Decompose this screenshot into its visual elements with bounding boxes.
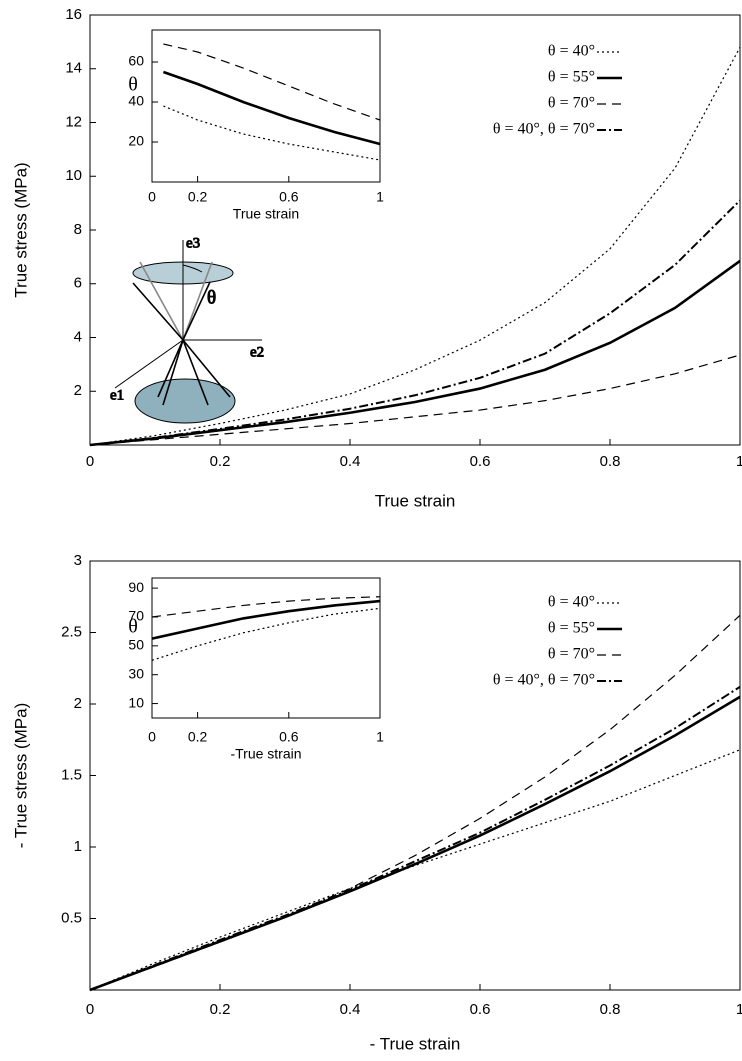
data-line xyxy=(151,607,381,661)
x-axis-label: True strain xyxy=(375,491,456,510)
y-tick-label: 2 xyxy=(74,382,82,399)
y-tick-label: 2.5 xyxy=(61,623,82,640)
legend-label: θ = 55° xyxy=(548,69,595,86)
data-line xyxy=(89,199,741,446)
y-tick-label: 60 xyxy=(128,53,144,69)
x-tick-label: 0.2 xyxy=(210,1001,231,1018)
y-tick-label: 3 xyxy=(74,552,82,569)
y-tick-label: 16 xyxy=(65,6,82,23)
data-line xyxy=(162,70,381,146)
x-tick-label: 0 xyxy=(148,729,156,745)
annotation: θ xyxy=(207,287,216,308)
data-line xyxy=(89,685,741,991)
annotation: e3 xyxy=(186,235,200,251)
y-tick-label: 20 xyxy=(128,133,144,149)
legend-label: θ = 40°, θ = 70° xyxy=(493,121,595,138)
y-tick-label: 90 xyxy=(128,579,144,595)
y-tick-label: 1 xyxy=(74,838,82,855)
y-tick-label: 70 xyxy=(128,608,144,624)
x-axis-label: - True strain xyxy=(370,1034,461,1053)
y-tick-label: 12 xyxy=(65,113,82,130)
y-tick-label: 40 xyxy=(128,93,144,109)
annotation: e1 xyxy=(110,387,124,403)
x-tick-label: 0.6 xyxy=(470,1001,491,1018)
data-line xyxy=(163,43,381,121)
y-axis-label: θ xyxy=(128,616,138,638)
x-tick-label: 0.8 xyxy=(600,1001,621,1018)
x-axis-label: True strain xyxy=(233,206,299,222)
x-tick-label: 0 xyxy=(148,189,156,205)
annotation: e2 xyxy=(250,344,264,360)
x-tick-label: 0.8 xyxy=(600,453,621,470)
x-tick-label: 0 xyxy=(86,1001,94,1018)
y-tick-label: 50 xyxy=(128,637,144,653)
y-tick-label: 8 xyxy=(74,221,82,238)
x-tick-label: 1 xyxy=(736,453,742,470)
y-axis-label: True stress (MPa) xyxy=(11,162,30,297)
data-line xyxy=(89,354,741,446)
legend-label: θ = 40° xyxy=(548,43,595,60)
y-tick-label: 14 xyxy=(65,60,82,77)
x-tick-label: 0.4 xyxy=(340,1001,361,1018)
x-tick-label: 0.4 xyxy=(340,453,361,470)
x-tick-label: 0 xyxy=(86,453,94,470)
bottom-disc xyxy=(134,378,236,424)
data-line xyxy=(89,749,741,991)
y-axis-label: - True stress (MPa) xyxy=(11,703,30,848)
y-tick-label: 10 xyxy=(128,694,144,710)
x-tick-label: 1 xyxy=(736,1001,742,1018)
arrows xyxy=(132,261,231,406)
data-line xyxy=(89,259,741,447)
x-tick-label: 0.2 xyxy=(210,453,231,470)
y-tick-label: 10 xyxy=(65,167,82,184)
x-tick-label: 1 xyxy=(376,189,384,205)
x-tick-label: 0.2 xyxy=(188,729,208,745)
data-line xyxy=(163,105,381,161)
y-axis-label: θ xyxy=(128,74,138,96)
y-tick-label: 2 xyxy=(74,695,82,712)
y-tick-label: 30 xyxy=(128,665,144,681)
y-tick-label: 4 xyxy=(74,328,82,345)
legend-label: θ = 40°, θ = 70° xyxy=(493,672,595,689)
y-tick-label: 1.5 xyxy=(61,766,82,783)
legend-label: θ = 40° xyxy=(548,594,595,611)
x-axis-label: -True strain xyxy=(230,746,301,762)
y-tick-label: 6 xyxy=(74,275,82,292)
x-tick-label: 0.6 xyxy=(279,729,299,745)
legend-label: θ = 70° xyxy=(548,95,595,112)
x-tick-label: 0.2 xyxy=(188,189,208,205)
plot-frame xyxy=(151,29,381,183)
data-line xyxy=(89,695,741,992)
y-tick-label: 0.5 xyxy=(61,909,82,926)
vector-diagram: e3 e2 e1 θ xyxy=(110,235,265,424)
x-tick-label: 0.6 xyxy=(470,453,491,470)
data-line xyxy=(151,596,381,618)
x-tick-label: 1 xyxy=(376,729,384,745)
legend-label: θ = 70° xyxy=(548,646,595,663)
plot-frame xyxy=(151,577,381,719)
legend-label: θ = 55° xyxy=(548,620,595,637)
x-tick-label: 0.6 xyxy=(279,189,299,205)
data-line xyxy=(151,599,381,640)
data-line xyxy=(89,614,741,991)
axis-e1 xyxy=(114,339,184,389)
